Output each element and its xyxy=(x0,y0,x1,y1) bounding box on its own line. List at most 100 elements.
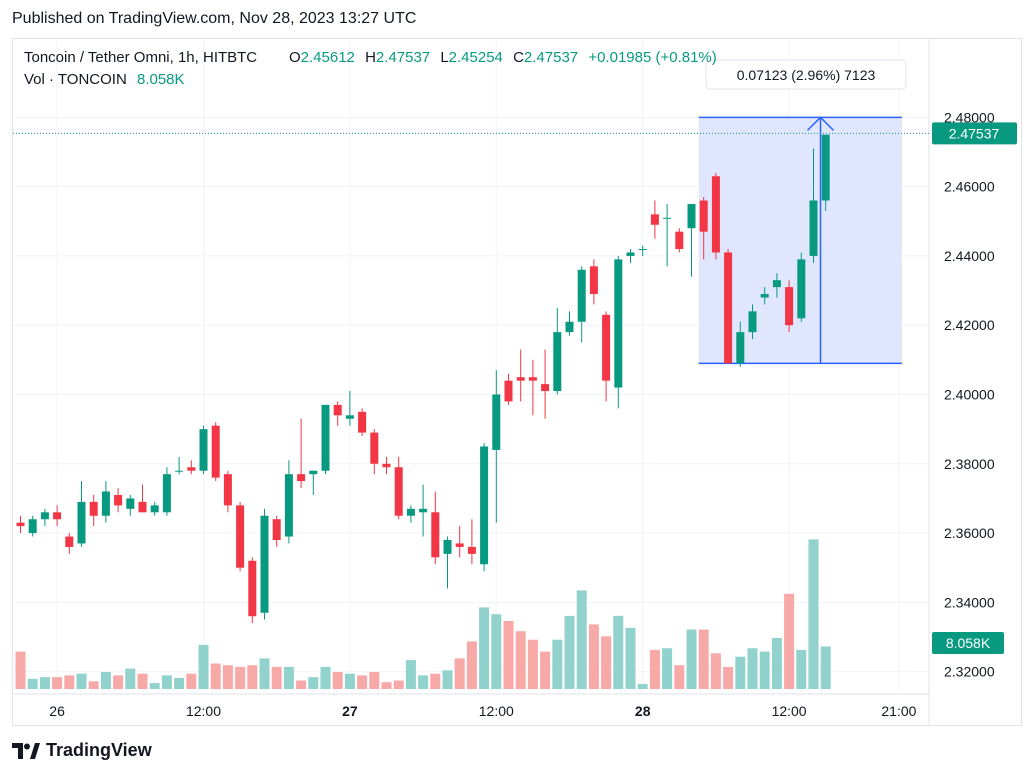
candle-body[interactable] xyxy=(358,411,367,433)
candle-body[interactable] xyxy=(711,176,720,253)
candle-body[interactable] xyxy=(114,494,123,506)
volume-bar xyxy=(808,539,819,689)
tradingview-brand: TradingView xyxy=(46,740,152,760)
candle-body[interactable] xyxy=(553,332,562,392)
candle-body[interactable] xyxy=(65,536,74,547)
candle-body[interactable] xyxy=(248,560,257,617)
candle-body[interactable] xyxy=(809,200,818,256)
candle-body[interactable] xyxy=(699,200,708,232)
volume-bar xyxy=(698,629,709,689)
candle-body[interactable] xyxy=(419,508,428,513)
candle-body[interactable] xyxy=(772,280,781,288)
candle-body[interactable] xyxy=(284,474,293,537)
candle-body[interactable] xyxy=(333,404,342,416)
volume-bar xyxy=(283,666,294,689)
candle-body[interactable] xyxy=(797,259,806,319)
candle-body[interactable] xyxy=(211,425,220,478)
y-tick-label: 2.34000 xyxy=(944,594,995,610)
candle-body[interactable] xyxy=(650,214,659,225)
candle-body[interactable] xyxy=(150,505,159,513)
legend-layer: Toncoin / Tether Omni, 1h, HITBTC O2.456… xyxy=(24,49,717,88)
volume-bar xyxy=(235,666,246,689)
candle-body[interactable] xyxy=(370,432,379,464)
candle-body[interactable] xyxy=(345,415,354,419)
candle-body[interactable] xyxy=(16,522,25,527)
candle-body[interactable] xyxy=(736,332,745,364)
volume-bar xyxy=(137,673,148,689)
volume-bar xyxy=(271,666,282,689)
candle-body[interactable] xyxy=(260,515,269,613)
candle-body[interactable] xyxy=(577,269,586,322)
candle-body[interactable] xyxy=(321,404,330,471)
candle-body[interactable] xyxy=(785,287,794,326)
candle-body[interactable] xyxy=(638,249,647,250)
candle-body[interactable] xyxy=(492,394,501,450)
volume-bar xyxy=(796,649,807,689)
candle-body[interactable] xyxy=(760,294,769,298)
candle-body[interactable] xyxy=(748,311,757,333)
candle-body[interactable] xyxy=(602,314,611,381)
candle-body[interactable] xyxy=(443,540,452,554)
candle-body[interactable] xyxy=(431,512,440,558)
candle-body[interactable] xyxy=(626,252,635,256)
candle-body[interactable] xyxy=(614,259,623,388)
volume-bar xyxy=(613,615,624,689)
candle-body[interactable] xyxy=(297,474,306,482)
y-tick-label: 2.32000 xyxy=(944,664,995,680)
x-tick-label: 12:00 xyxy=(772,703,807,719)
candle-body[interactable] xyxy=(236,505,245,568)
candle-body[interactable] xyxy=(162,474,171,513)
candle-body[interactable] xyxy=(516,377,525,381)
candle-body[interactable] xyxy=(199,429,208,471)
candle-body[interactable] xyxy=(406,508,415,516)
candle-body[interactable] xyxy=(589,266,598,295)
candle-body[interactable] xyxy=(528,377,537,381)
candle-body[interactable] xyxy=(687,203,696,229)
candle-body[interactable] xyxy=(394,467,403,516)
volume-bar xyxy=(332,672,343,689)
candle-body[interactable] xyxy=(89,501,98,516)
candle-body[interactable] xyxy=(382,463,391,468)
volume-bar xyxy=(686,629,697,689)
measure-range-box[interactable] xyxy=(698,117,902,364)
volume-bar xyxy=(100,672,111,689)
candle-body[interactable] xyxy=(272,519,281,540)
candle-body[interactable] xyxy=(541,384,550,392)
candle-body[interactable] xyxy=(77,501,86,544)
volume-bar xyxy=(601,636,612,689)
candle-body[interactable] xyxy=(175,470,184,472)
volume-bar xyxy=(113,675,124,689)
volume-bar xyxy=(491,614,502,689)
candle-body[interactable] xyxy=(675,231,684,249)
candle-body[interactable] xyxy=(126,498,135,509)
candle-body[interactable] xyxy=(138,501,147,513)
volume-value-label: 8.058K xyxy=(946,635,991,651)
measure-layer: 0.07123 (2.96%) 7123 xyxy=(698,59,907,365)
candle-body[interactable] xyxy=(467,546,476,554)
candle-body[interactable] xyxy=(53,512,62,520)
candle-body[interactable] xyxy=(101,491,110,516)
tradingview-footer[interactable]: TradingView xyxy=(12,740,152,761)
volume-bar xyxy=(76,673,87,689)
candle-body[interactable] xyxy=(724,252,733,364)
y-tick-label: 2.44000 xyxy=(944,248,995,264)
candle-body[interactable] xyxy=(28,519,37,534)
x-tick-label: 27 xyxy=(342,703,358,719)
candle-body[interactable] xyxy=(309,470,318,475)
volume-bar xyxy=(564,615,575,689)
candle-body[interactable] xyxy=(40,512,49,520)
candle-body[interactable] xyxy=(187,467,196,471)
candlestick-chart[interactable]: 0.07123 (2.96%) 7123 2.32000 2.34000 2.360… xyxy=(0,0,1035,730)
volume-bar xyxy=(576,590,587,689)
candle-body[interactable] xyxy=(663,217,672,219)
candle-body[interactable] xyxy=(821,134,830,201)
candle-body[interactable] xyxy=(223,474,232,506)
candle-body[interactable] xyxy=(504,380,513,402)
candle-body[interactable] xyxy=(480,446,489,565)
volume-bar xyxy=(39,677,50,689)
candle-body[interactable] xyxy=(455,543,464,547)
y-tick-label: 2.46000 xyxy=(944,179,995,195)
ohlc-readout: O2.45612 H2.47537 L2.45254 C2.47537 +0.0… xyxy=(289,49,717,66)
candle-body[interactable] xyxy=(565,321,574,333)
y-tick-label: 2.40000 xyxy=(944,387,995,403)
